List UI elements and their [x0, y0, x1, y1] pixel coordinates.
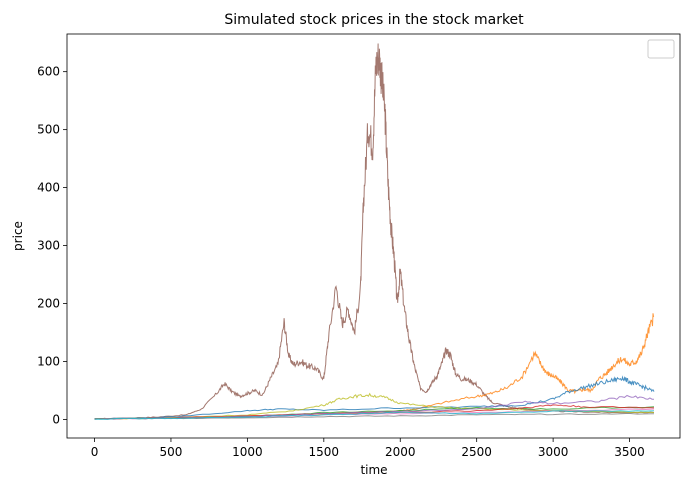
y-axis-ticks: 0 100 200 300 400 500 600 — [37, 65, 67, 426]
y-tick-label: 400 — [37, 181, 60, 195]
x-tick-label: 2500 — [461, 445, 492, 459]
x-tick-label: 2000 — [385, 445, 416, 459]
x-tick-label: 1000 — [232, 445, 263, 459]
y-tick-label: 0 — [52, 412, 60, 426]
x-tick-label: 500 — [159, 445, 182, 459]
y-tick-label: 100 — [37, 354, 60, 368]
y-tick-label: 500 — [37, 123, 60, 137]
x-tick-label: 0 — [91, 445, 99, 459]
series-line-2 — [94, 313, 655, 420]
legend-box — [647, 39, 675, 59]
x-axis-ticks: 0 500 1000 1500 2000 2500 3000 3500 — [91, 438, 645, 459]
series-line-10 — [94, 410, 655, 420]
series-line-3 — [94, 375, 655, 420]
y-tick-label: 600 — [37, 65, 60, 79]
series-line-1 — [94, 43, 655, 420]
y-tick-label: 300 — [37, 239, 60, 253]
x-tick-label: 1500 — [309, 445, 340, 459]
x-tick-label: 3500 — [614, 445, 645, 459]
x-tick-label: 3000 — [538, 445, 569, 459]
plot-area — [94, 43, 655, 420]
series-group — [94, 43, 655, 420]
axes-frame — [66, 33, 681, 439]
y-axis-label: price — [11, 221, 25, 251]
y-tick-label: 200 — [37, 297, 60, 311]
x-axis-label: time — [360, 463, 387, 477]
series-line-9 — [94, 412, 655, 420]
chart-title: Simulated stock prices in the stock mark… — [224, 12, 524, 28]
